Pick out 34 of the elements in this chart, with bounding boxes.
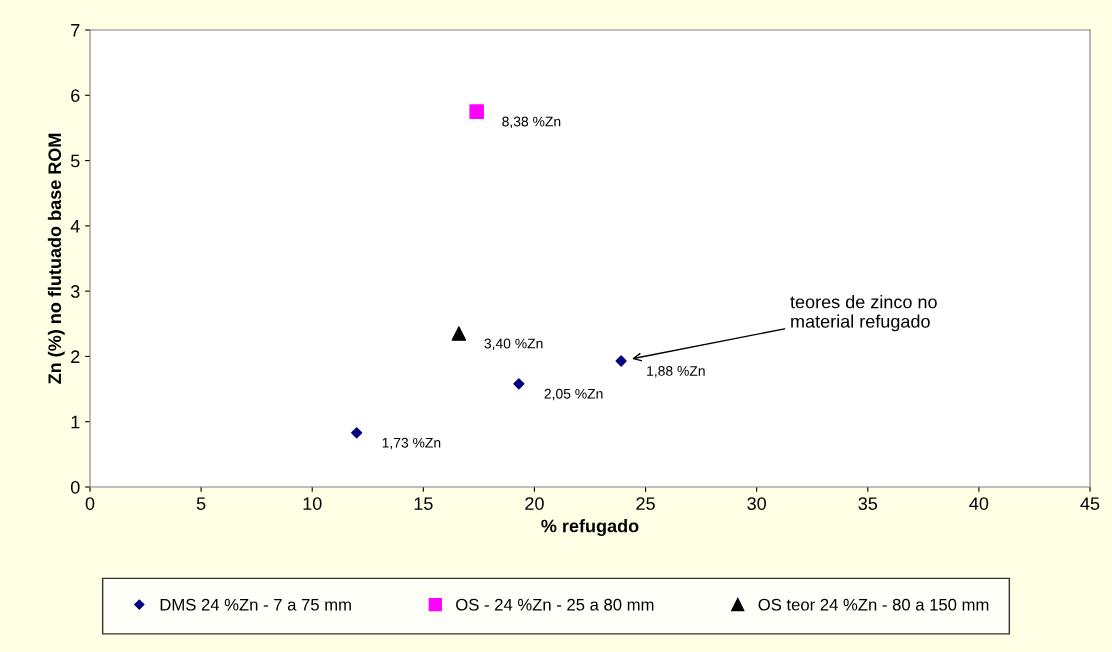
y-tick-label: 5 — [70, 154, 80, 168]
x-tick-label: 15 — [414, 497, 433, 510]
legend-label: DMS 24 %Zn - 7 a 75 mm — [160, 598, 351, 611]
x-tick-label: 20 — [525, 497, 544, 510]
x-tick-label: 0 — [85, 497, 95, 510]
legend-label: OS teor 24 %Zn - 80 a 150 mm — [758, 598, 989, 611]
x-tick-label: 25 — [636, 497, 655, 510]
point — [451, 326, 467, 341]
y-tick-label: 0 — [70, 480, 80, 494]
x-tick-label: 35 — [858, 497, 878, 510]
legend-label: OS - 24 %Zn - 25 a 80 mm — [456, 598, 654, 611]
x-tick-label: 45 — [1080, 497, 1100, 510]
annotation: 2,05 %Zn — [544, 388, 603, 401]
x-tick-label: 40 — [969, 497, 989, 510]
x-tick-label: 5 — [196, 497, 206, 510]
x-tick-label: 30 — [747, 497, 766, 510]
y-tick-label: 3 — [70, 285, 80, 298]
x-axis-title: % refugado — [541, 519, 639, 537]
y-tick-label: 4 — [70, 219, 80, 233]
annotation: teores de zinco no material refugado — [790, 295, 937, 332]
y-axis-title: Zn (%) no flutuado base ROM — [47, 133, 65, 384]
annotation: 1,88 %Zn — [647, 366, 705, 378]
y-tick-label: 1 — [71, 415, 80, 429]
y-tick-label: 6 — [71, 89, 80, 103]
point — [469, 104, 484, 119]
point — [615, 355, 627, 367]
y-tick-label: 7 — [71, 24, 80, 37]
x-tick-label: 10 — [303, 497, 322, 510]
point — [351, 427, 363, 439]
annotation: 3,40 %Zn — [484, 338, 543, 351]
annotation: 8,38 %Zn — [502, 116, 561, 129]
y-tick-label: 2 — [71, 350, 80, 363]
point — [513, 378, 525, 390]
annotation: 1,73 %Zn — [382, 437, 441, 450]
